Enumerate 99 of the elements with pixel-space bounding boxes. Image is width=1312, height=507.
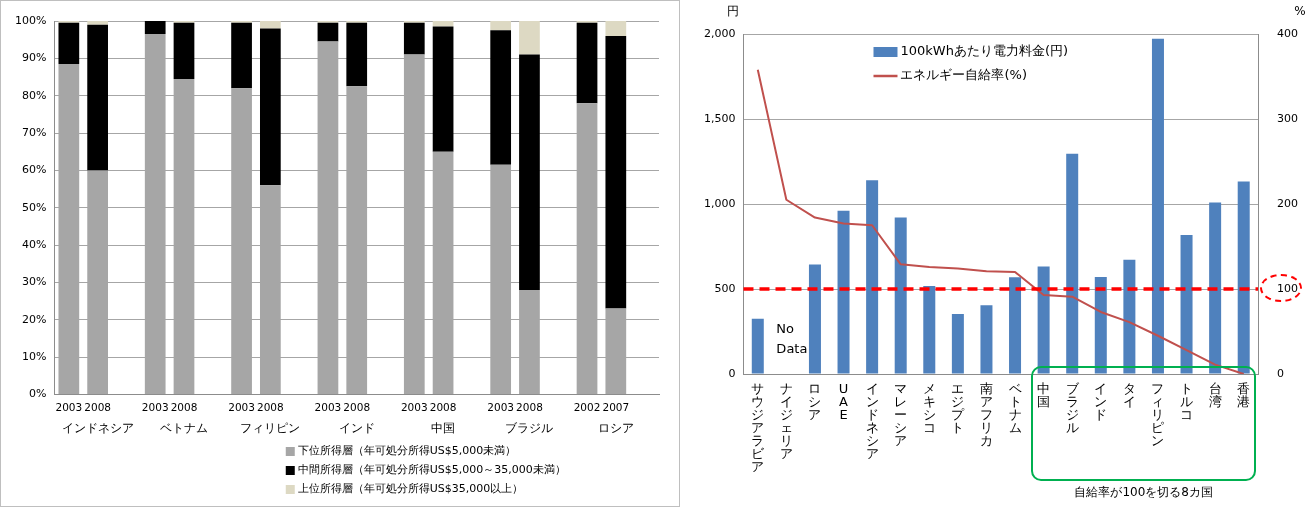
y2-axis-title: % (1294, 4, 1306, 19)
bar (1180, 234, 1193, 374)
y2-tick-label: 300 (1277, 111, 1298, 125)
x-tick-label: 香港 (1237, 380, 1251, 409)
y-tick-label: 70% (21, 125, 47, 139)
x-tick-label: 2003 (228, 401, 255, 414)
y-tick-label: 500 (714, 281, 736, 295)
bar (346, 22, 368, 87)
bar (894, 217, 907, 374)
y-tick-label: 80% (21, 88, 47, 102)
bar (837, 210, 850, 374)
x-tick-label: 南アフリカ (979, 380, 993, 448)
y-tick-label: 0 (728, 366, 736, 380)
annotation: No Data (776, 321, 808, 357)
bar (490, 30, 512, 165)
bar (1037, 266, 1050, 374)
x-tick-label: ナイジェリア (779, 380, 793, 461)
x-tick-label: 2002 (573, 401, 601, 414)
x-tick-label: 2008 (429, 401, 457, 414)
y-tick-label: 90% (21, 51, 47, 65)
legend-label: 上位所得層（年可処分所得US$35,000以上） (297, 481, 524, 495)
bar (231, 22, 252, 89)
bar (519, 21, 540, 55)
bar (403, 22, 425, 55)
x-tick-label: 2008 (343, 401, 371, 414)
legend-label: エネルギー自給率(%) (900, 67, 1027, 83)
x-tick-label: ベトナム (1008, 380, 1022, 435)
y-tick-label: 20% (21, 312, 47, 326)
bar (1094, 276, 1107, 374)
x-tick-label: 2003 (314, 401, 342, 414)
y2-tick-label: 100 (1277, 281, 1298, 295)
bar (1209, 202, 1222, 374)
x-tick-label: サウジアラビア (751, 380, 766, 474)
x-tick-label: 2003 (400, 401, 428, 414)
bar (173, 22, 195, 79)
y-tick-label: 40% (21, 237, 47, 251)
x-tick-label: 2003 (55, 401, 83, 414)
bar (1151, 38, 1164, 374)
bar (951, 313, 964, 374)
y-tick-label: 100% (14, 13, 47, 27)
bar (808, 264, 821, 374)
bar (490, 21, 512, 31)
bar (87, 24, 108, 171)
x-tick-label: 2008 (516, 401, 543, 414)
x-tick-label: 中国 (1037, 380, 1051, 409)
x-tick-label: トルコ (1180, 380, 1194, 422)
y-tick-label: 60% (21, 163, 47, 177)
text: 自給率が100を切る8カ国 (1074, 485, 1213, 500)
x-tick-label: 2003 (141, 401, 169, 414)
x-tick-label: フィリピン (1151, 380, 1165, 448)
bar (260, 21, 281, 29)
x-tick-label: UAE (838, 380, 849, 422)
bar (923, 285, 936, 374)
bar (1066, 153, 1079, 374)
x-tick-label: インドネシア (865, 380, 879, 461)
y-tick-label: 2,000 (703, 26, 736, 40)
y-tick-label: 10% (21, 350, 47, 364)
y-tick-label: 50% (21, 200, 47, 214)
bar (605, 21, 627, 36)
legend-label: 中間所得層（年可処分所得US$5,000～35,000未満） (297, 462, 566, 476)
bar (980, 305, 993, 374)
x-tick-label: エジプト (951, 380, 966, 435)
bar (605, 35, 627, 309)
y-tick-label: 1,500 (703, 111, 736, 125)
x-tick-label: 台湾 (1208, 380, 1222, 409)
bar (58, 22, 80, 64)
x-tick-label: ブラジル (1065, 380, 1080, 435)
y2-tick-label: 200 (1277, 196, 1298, 210)
bar (144, 21, 166, 35)
x-tick-label: インド (1094, 380, 1108, 422)
bar (87, 21, 108, 25)
x-tick-label: ロシア (808, 380, 822, 422)
bar (751, 318, 764, 374)
y2-tick-label: 400 (1277, 26, 1298, 40)
bar (432, 26, 454, 152)
bar (576, 22, 598, 104)
bar (260, 28, 281, 186)
bar (317, 22, 339, 42)
x-tick-label: 2008 (170, 401, 198, 414)
legend-label: 下位所得層（年可処分所得US$5,000未満） (297, 443, 517, 457)
bar (1123, 259, 1136, 374)
y2-tick-label: 0 (1277, 366, 1284, 380)
bar (432, 21, 454, 27)
x-tick-label: 2003 (487, 401, 515, 414)
bar (519, 54, 540, 290)
y-tick-label: 1,000 (703, 196, 736, 210)
y-tick-label: 30% (21, 275, 47, 289)
x-tick-label: マレーシア (894, 380, 908, 448)
y-axis-title: 円 (727, 4, 740, 19)
y-tick-label: 0% (28, 387, 47, 401)
x-tick-label: タイ (1122, 380, 1136, 409)
bar (1009, 277, 1022, 374)
x-tick-label: 2008 (84, 401, 111, 414)
bar (1237, 181, 1250, 374)
legend-label: 100kWhあたり電力料金(円) (900, 43, 1069, 59)
bar (866, 180, 879, 374)
x-tick-label: 2008 (256, 401, 284, 414)
x-tick-label: メキシコ (922, 380, 936, 435)
x-tick-label: 2007 (602, 401, 630, 414)
